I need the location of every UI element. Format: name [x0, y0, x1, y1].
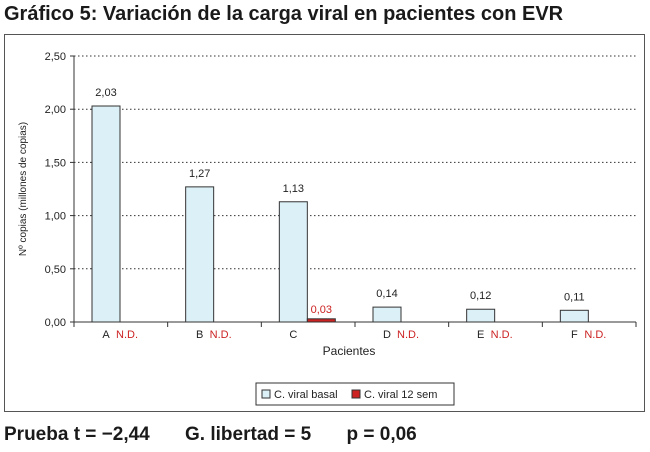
data-label-basal: 0,12 [470, 290, 491, 302]
x-axis-title: Pacientes [323, 344, 376, 358]
degrees-of-freedom: G. libertad = 5 [185, 424, 312, 445]
data-label-12sem: 0,03 [311, 304, 332, 316]
bar-basal-a [91, 105, 121, 323]
p-value: p = 0,06 [346, 424, 417, 445]
nd-label: N.D. [491, 329, 513, 341]
x-category-label: B [196, 329, 203, 341]
bar-basal-d [372, 306, 402, 323]
bar-basal-b [185, 186, 215, 323]
y-tick-label: 1,00 [45, 211, 66, 223]
t-test-value: Prueba t = −2,44 [4, 424, 150, 445]
legend-swatch-12sem [351, 389, 361, 399]
y-axis-title: Nº copias (millones de copias) [18, 122, 29, 256]
nd-label: N.D. [397, 329, 419, 341]
x-category-label: F [571, 329, 578, 341]
legend-swatch-basal [261, 389, 271, 399]
x-category-label: C [289, 329, 297, 341]
nd-label: N.D. [116, 329, 138, 341]
y-tick-label: 0,00 [45, 317, 66, 329]
legend-label-basal: C. viral basal [274, 389, 338, 401]
data-label-basal: 1,27 [189, 168, 210, 180]
chart-frame [4, 34, 645, 412]
data-label-basal: 1,13 [283, 183, 304, 195]
bar-basal-c [278, 201, 308, 323]
bar-basal-e [466, 308, 496, 323]
nd-label: N.D. [210, 329, 232, 341]
bar-12sem-c [306, 318, 336, 323]
x-category-label: D [383, 329, 391, 341]
y-tick-label: 1,50 [45, 157, 66, 169]
chart-title: Gráfico 5: Variación de la carga viral e… [4, 3, 564, 25]
statistics-footer: Prueba t = −2,44 G. libertad = 5 p = 0,0… [4, 424, 417, 446]
bar-chart: 0,00 0,50 1,00 1,50 2,00 2,50 2,03 A N.D. 1,27 B N.… [18, 51, 637, 406]
x-category-label: E [477, 329, 484, 341]
y-tick-label: 0,50 [45, 264, 66, 276]
data-label-basal: 0,14 [376, 288, 397, 300]
y-tick-label: 2,00 [45, 104, 66, 116]
data-label-basal: 0,11 [564, 291, 585, 303]
nd-label: N.D. [584, 329, 606, 341]
y-tick-label: 2,50 [45, 51, 66, 63]
bar-basal-f [559, 309, 589, 323]
legend-label-12sem: C. viral 12 sem [364, 389, 437, 401]
x-category-label: A [102, 329, 110, 341]
data-label-basal: 2,03 [95, 87, 116, 99]
